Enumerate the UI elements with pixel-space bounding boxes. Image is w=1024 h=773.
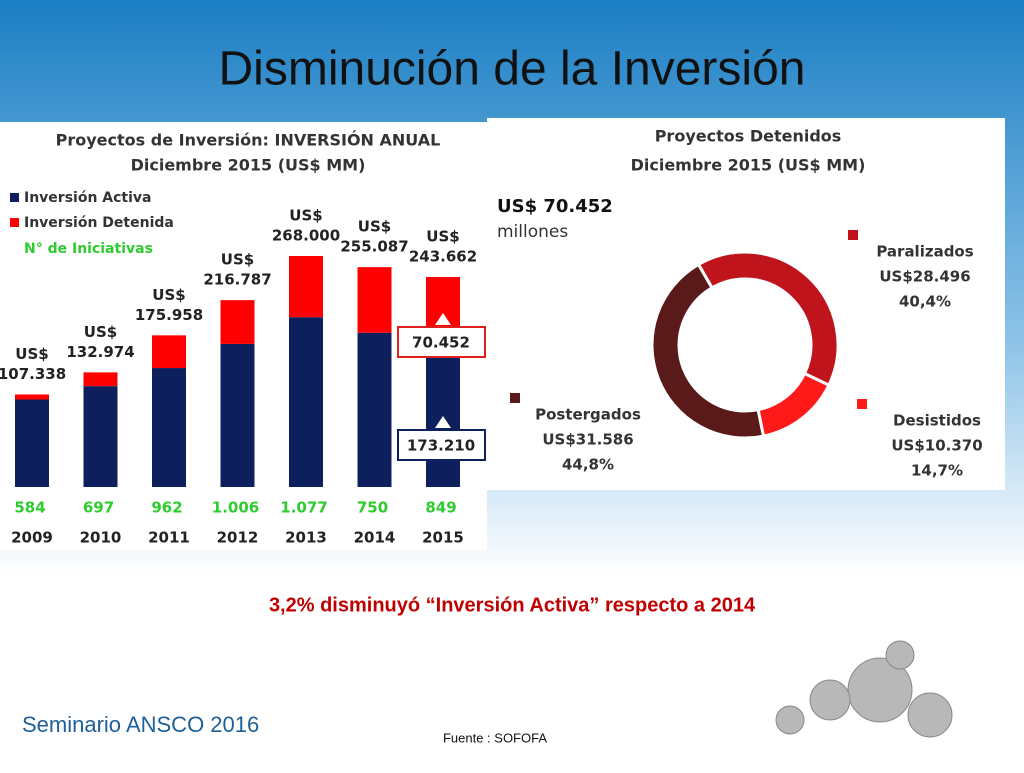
count-label: 750 bbox=[357, 499, 388, 517]
slide-title: Disminución de la Inversión bbox=[219, 43, 806, 96]
slice-amount: US$28.496 bbox=[879, 268, 970, 286]
legend-swatch bbox=[10, 193, 19, 202]
brand: Seminario ANSCO 2016 bbox=[22, 712, 259, 737]
slice-amount: US$31.586 bbox=[542, 431, 633, 449]
bar-segment bbox=[357, 332, 392, 487]
total-label: 175.958 bbox=[135, 306, 203, 324]
x-tick-label: 2009 bbox=[11, 529, 53, 547]
slice-name: Paralizados bbox=[876, 243, 973, 261]
total-prefix: US$ bbox=[152, 286, 185, 304]
slice-amount: US$10.370 bbox=[891, 437, 982, 455]
x-tick-label: 2012 bbox=[217, 529, 259, 547]
x-tick-label: 2014 bbox=[354, 529, 396, 547]
legend-swatch bbox=[857, 399, 867, 409]
callout-box bbox=[397, 429, 486, 461]
bar-title: Proyectos de Inversión: INVERSIÓN ANUAL bbox=[56, 131, 441, 150]
bar-subtitle: Diciembre 2015 (US$ MM) bbox=[131, 156, 366, 175]
total-label: 132.974 bbox=[66, 343, 134, 361]
total-prefix: US$ bbox=[15, 345, 48, 363]
total-prefix: US$ bbox=[84, 323, 117, 341]
total-label: 255.087 bbox=[340, 238, 408, 256]
note: 3,2% disminuyó “Inversión Activa” respec… bbox=[269, 594, 756, 616]
callout-label: 70.452 bbox=[412, 334, 470, 352]
count-label: 849 bbox=[425, 499, 456, 517]
callout-label: 173.210 bbox=[407, 437, 475, 455]
count-label: 1.006 bbox=[212, 499, 259, 517]
bar-segment bbox=[83, 372, 118, 387]
bar-segment bbox=[220, 300, 255, 344]
bar-segment bbox=[220, 343, 255, 487]
bar-segment bbox=[289, 317, 323, 487]
total-prefix: US$ bbox=[426, 227, 459, 245]
total-label: 268.000 bbox=[272, 227, 340, 245]
donut-subtitle: Diciembre 2015 (US$ MM) bbox=[631, 156, 866, 175]
x-tick-label: 2015 bbox=[422, 529, 464, 547]
total-prefix: US$ bbox=[358, 218, 391, 236]
bar-segment bbox=[357, 267, 392, 333]
callout-box bbox=[397, 326, 486, 358]
callout-arrow bbox=[435, 416, 451, 428]
donut-title: Proyectos Detenidos bbox=[655, 127, 842, 146]
donut-center-sublabel: millones bbox=[497, 222, 568, 242]
bar-segment bbox=[15, 399, 49, 487]
count-label: 962 bbox=[151, 499, 182, 517]
total-prefix: US$ bbox=[221, 251, 254, 269]
legend-label: N° de Iniciativas bbox=[24, 241, 153, 257]
bar-segment bbox=[15, 394, 49, 400]
x-tick-label: 2010 bbox=[80, 529, 122, 547]
bar-segment bbox=[83, 386, 118, 487]
x-tick-label: 2011 bbox=[148, 529, 190, 547]
count-label: 584 bbox=[14, 499, 45, 517]
bar-segment bbox=[152, 335, 186, 369]
count-label: 1.077 bbox=[280, 499, 327, 517]
donut-slice bbox=[650, 262, 766, 440]
slice-percent: 40,4% bbox=[899, 293, 951, 311]
bar-segment bbox=[289, 256, 323, 318]
total-label: 216.787 bbox=[203, 271, 271, 289]
total-prefix: US$ bbox=[289, 207, 322, 225]
donut-center-label: US$ 70.452 bbox=[497, 196, 613, 217]
bar-segment bbox=[426, 337, 460, 487]
count-label: 697 bbox=[83, 499, 114, 517]
donut-slice bbox=[696, 250, 840, 388]
decoration bbox=[775, 640, 953, 738]
total-label: 107.338 bbox=[0, 365, 66, 383]
source: Fuente : SOFOFA bbox=[443, 730, 547, 745]
slice-percent: 44,8% bbox=[562, 456, 614, 474]
slice-percent: 14,7% bbox=[911, 462, 963, 480]
total-label: 243.662 bbox=[409, 247, 477, 265]
legend-label: Inversión Activa bbox=[24, 190, 152, 206]
legend-swatch bbox=[510, 393, 520, 403]
legend-label: Inversión Detenida bbox=[24, 215, 174, 231]
legend-swatch bbox=[848, 230, 858, 240]
bar-segment bbox=[152, 368, 186, 487]
x-tick-label: 2013 bbox=[285, 529, 327, 547]
legend-swatch bbox=[10, 218, 19, 227]
slice-name: Desistidos bbox=[893, 412, 981, 430]
callout-arrow bbox=[435, 313, 451, 325]
slice-name: Postergados bbox=[535, 406, 641, 424]
